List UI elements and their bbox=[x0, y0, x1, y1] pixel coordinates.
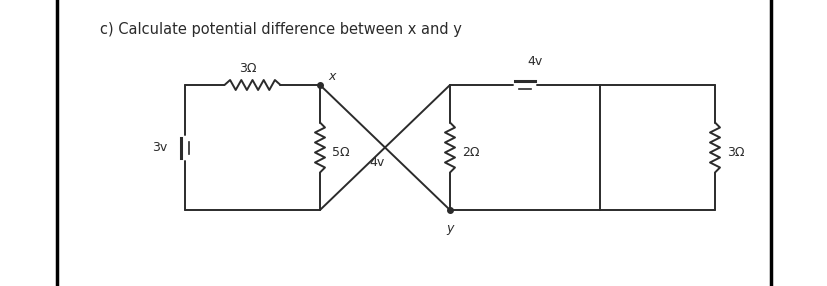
Text: 2Ω: 2Ω bbox=[461, 146, 479, 159]
Text: 3Ω: 3Ω bbox=[238, 62, 256, 75]
Text: 3Ω: 3Ω bbox=[726, 146, 743, 159]
Text: 4v: 4v bbox=[370, 156, 385, 170]
Text: 5Ω: 5Ω bbox=[332, 146, 349, 159]
Text: 4v: 4v bbox=[526, 55, 542, 68]
Text: c) Calculate potential difference between x and y: c) Calculate potential difference betwee… bbox=[100, 22, 461, 37]
Text: y: y bbox=[446, 222, 453, 235]
Text: 3v: 3v bbox=[151, 141, 167, 154]
Text: x: x bbox=[327, 70, 335, 83]
